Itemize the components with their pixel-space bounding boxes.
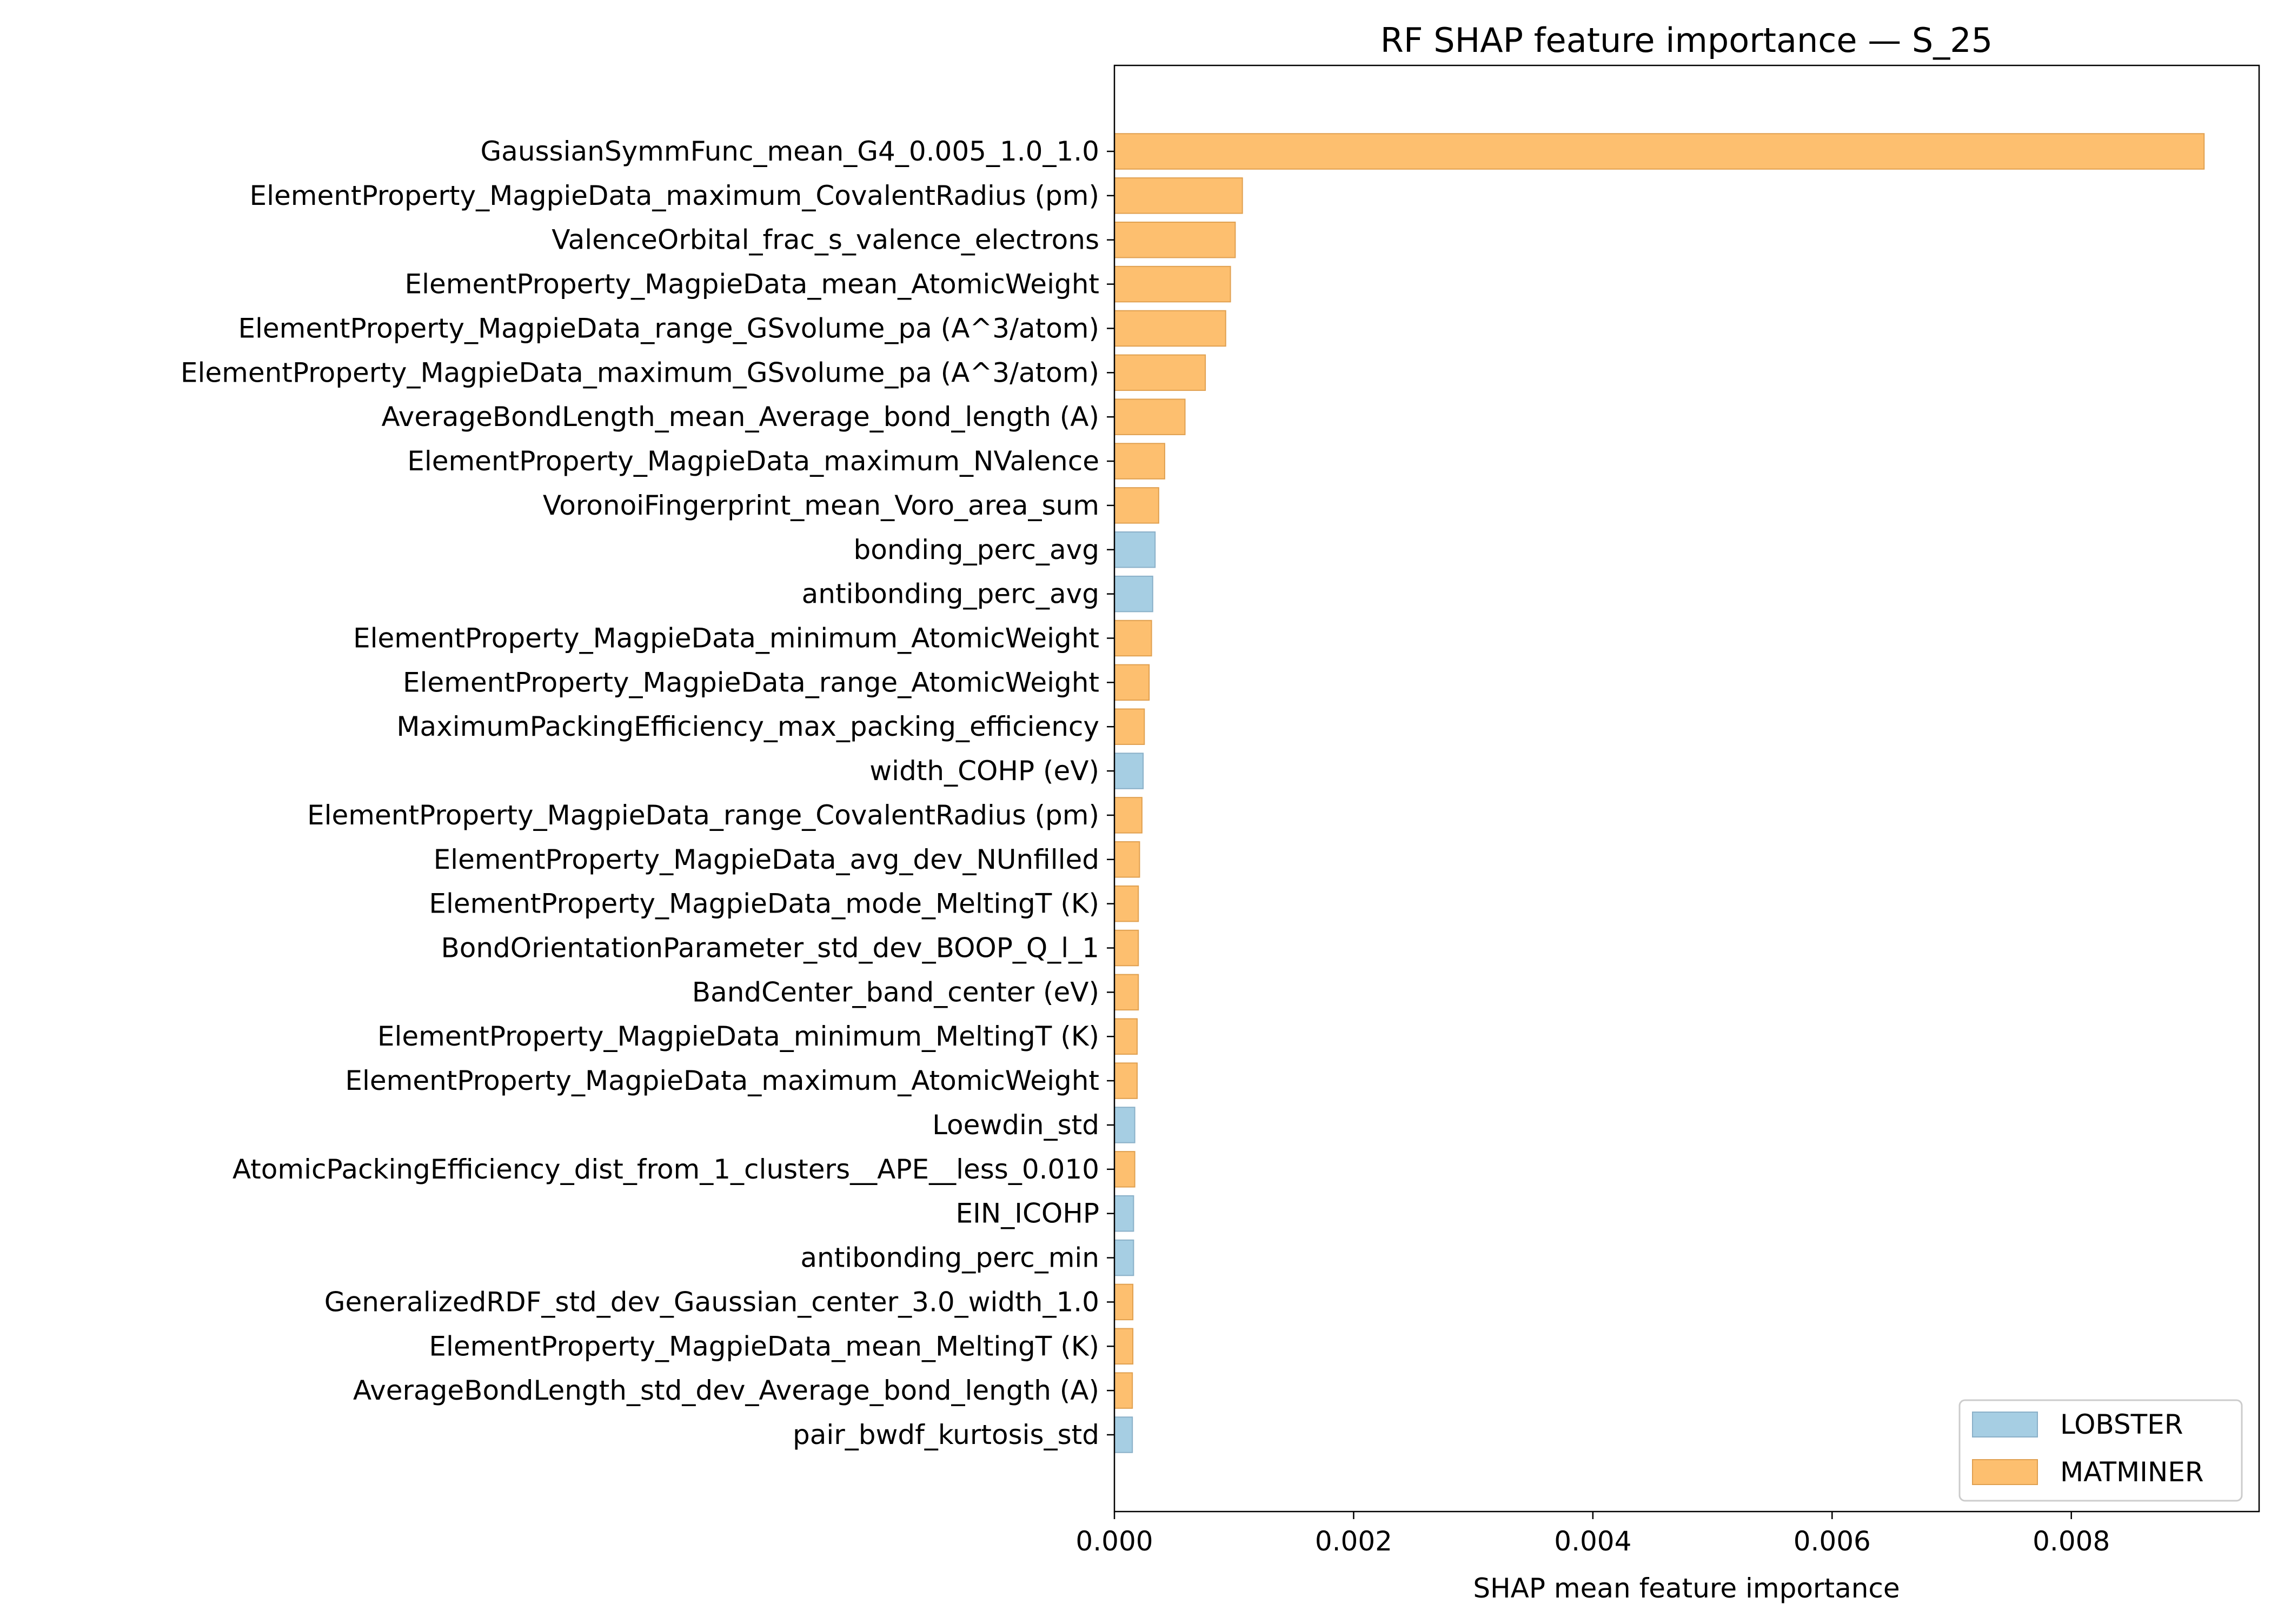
x-tick-label: 0.000 (1075, 1526, 1153, 1557)
bar-matminer (1114, 974, 1139, 1011)
y-tick-label: ElementProperty_MagpieData_range_Covalen… (307, 800, 1099, 831)
legend: LOBSTER MATMINER (1958, 1399, 2243, 1502)
y-tick-label: ElementProperty_MagpieData_maximum_Coval… (250, 180, 1099, 211)
y-tick-label: AtomicPackingEfficiency_dist_from_1_clus… (233, 1154, 1099, 1185)
bar-matminer (1114, 398, 1186, 435)
x-axis-label: SHAP mean feature importance (1473, 1573, 1900, 1604)
bar-lobster (1114, 1107, 1136, 1143)
legend-label-lobster: LOBSTER (2060, 1409, 2183, 1440)
y-tick-label: VoronoiFingerprint_mean_Voro_area_sum (543, 490, 1099, 521)
y-tick-label: ElementProperty_MagpieData_range_AtomicW… (403, 667, 1099, 698)
bar-matminer (1114, 265, 1231, 303)
bar-matminer (1114, 487, 1159, 524)
legend-swatch-lobster (1972, 1412, 2038, 1437)
y-tick-label: width_COHP (eV) (869, 755, 1099, 787)
x-tick-label: 0.008 (2033, 1526, 2110, 1557)
y-tick-label: ElementProperty_MagpieData_minimum_Melti… (377, 1021, 1099, 1052)
y-tick-label: AverageBondLength_std_dev_Average_bond_l… (353, 1375, 1099, 1406)
y-tick-label: BandCenter_band_center (eV) (692, 976, 1099, 1008)
y-tick-label: antibonding_perc_avg (802, 578, 1099, 610)
bar-matminer (1114, 929, 1139, 967)
x-tick-label: 0.004 (1554, 1526, 1631, 1557)
y-tick-label: AverageBondLength_mean_Average_bond_leng… (382, 401, 1099, 432)
bar-matminer (1114, 1151, 1136, 1188)
bar-matminer (1114, 664, 1150, 701)
y-tick-label: ElementProperty_MagpieData_mode_MeltingT… (429, 888, 1099, 920)
y-tick-label: ElementProperty_MagpieData_mean_MeltingT… (429, 1330, 1099, 1362)
bars-group (1114, 133, 2205, 1453)
bar-lobster (1114, 1195, 1134, 1232)
y-tick-label: GeneralizedRDF_std_dev_Gaussian_center_3… (324, 1286, 1099, 1317)
bar-matminer (1114, 133, 2205, 170)
bar-lobster (1114, 531, 1156, 568)
bar-matminer (1114, 354, 1206, 391)
y-tick-label: ElementProperty_MagpieData_maximum_NVale… (407, 445, 1099, 477)
legend-label-matminer: MATMINER (2060, 1456, 2204, 1488)
bar-matminer (1114, 443, 1165, 480)
x-ticks: 0.000 0.002 0.004 0.006 0.008 (1075, 1512, 2110, 1557)
bar-matminer (1114, 1283, 1134, 1321)
y-tick-label: ElementProperty_MagpieData_maximum_Atomi… (345, 1065, 1099, 1096)
bar-matminer (1114, 177, 1243, 214)
bar-matminer (1114, 620, 1152, 657)
bar-matminer (1114, 1328, 1134, 1365)
bar-matminer (1114, 310, 1226, 347)
bar-lobster (1114, 753, 1144, 789)
y-tick-label: ElementProperty_MagpieData_range_GSvolum… (238, 312, 1099, 344)
legend-swatch-matminer (1972, 1459, 2038, 1485)
y-tick-label: bonding_perc_avg (854, 534, 1100, 565)
y-tick-labels: GaussianSymmFunc_mean_G4_0.005_1.0_1.0 El… (181, 136, 1114, 1450)
y-tick-label: ElementProperty_MagpieData_mean_AtomicWe… (405, 269, 1099, 300)
chart-title: RF SHAP feature importance — S_25 (1380, 21, 1993, 60)
bar-matminer (1114, 1372, 1133, 1409)
bar-matminer (1114, 1062, 1138, 1099)
x-tick-label: 0.002 (1315, 1526, 1392, 1557)
bar-lobster (1114, 575, 1153, 613)
y-tick-label: Loewdin_std (932, 1109, 1099, 1141)
y-tick-label: ElementProperty_MagpieData_minimum_Atomi… (353, 622, 1099, 654)
bar-matminer (1114, 797, 1143, 834)
x-tick-label: 0.006 (1794, 1526, 1871, 1557)
bar-matminer (1114, 221, 1236, 258)
y-tick-label: ElementProperty_MagpieData_maximum_GSvol… (181, 357, 1099, 388)
y-tick-label: pair_bwdf_kurtosis_std (793, 1419, 1099, 1450)
y-tick-label: BondOrientationParameter_std_dev_BOOP_Q_… (441, 933, 1099, 964)
y-tick-label: EIN_ICOHP (955, 1198, 1099, 1229)
y-tick-label: ElementProperty_MagpieData_avg_dev_NUnfi… (434, 844, 1099, 875)
bar-matminer (1114, 841, 1140, 878)
bar-matminer (1114, 708, 1145, 745)
y-tick-label: GaussianSymmFunc_mean_G4_0.005_1.0_1.0 (480, 136, 1099, 167)
bar-matminer (1114, 1018, 1138, 1055)
y-tick-label: ValenceOrbital_frac_s_valence_electrons (552, 224, 1099, 256)
bar-matminer (1114, 885, 1139, 922)
y-tick-label: MaximumPackingEfficiency_max_packing_eff… (396, 711, 1099, 742)
y-tick-label: antibonding_perc_min (800, 1242, 1099, 1274)
axes-frame (1113, 64, 2260, 1513)
bar-lobster (1114, 1239, 1134, 1276)
bar-lobster (1114, 1416, 1133, 1453)
